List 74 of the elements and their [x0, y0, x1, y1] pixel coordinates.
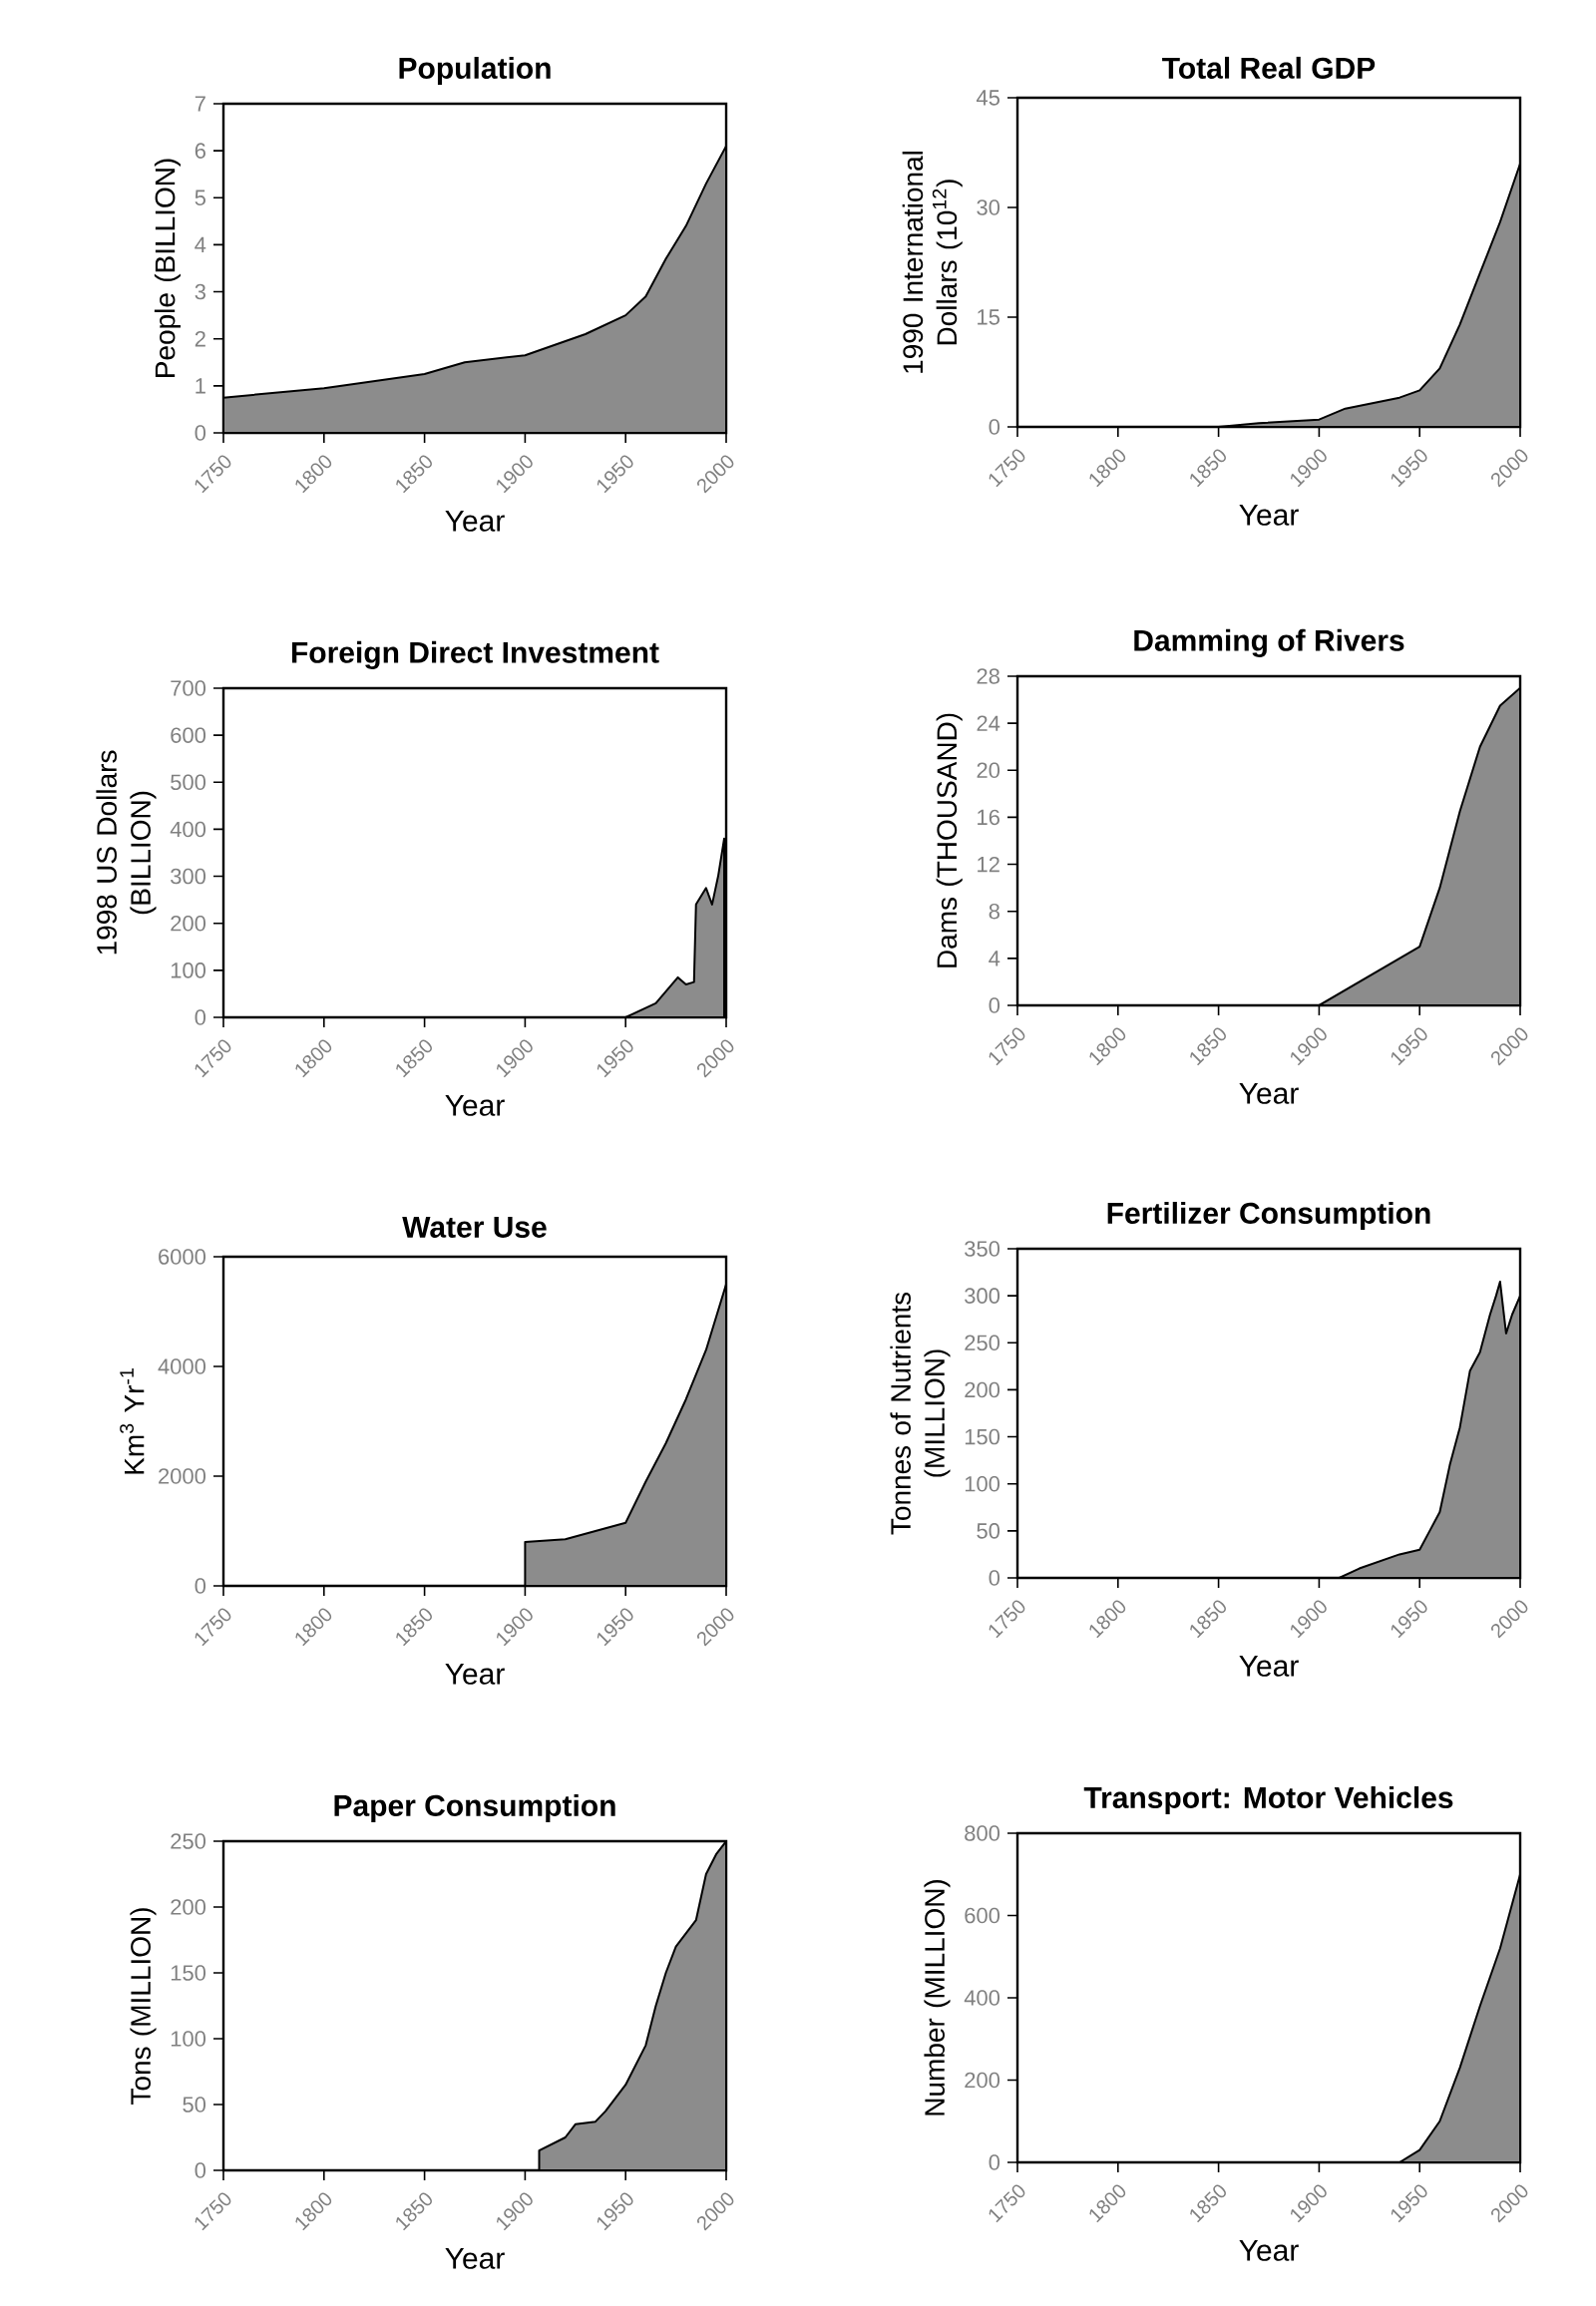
y-tick-label: 24 [977, 715, 1000, 731]
chart-title: Foreign Direct Investment [291, 640, 659, 669]
x-axis-title: Year [1239, 1082, 1299, 1104]
y-tick-label: 100 [171, 962, 206, 978]
y-tick-label: 0 [989, 2154, 1000, 2170]
y-tick-label: 4 [989, 951, 1000, 966]
x-axis-title: Year [445, 1663, 505, 1685]
y-tick-label: 0 [195, 1009, 206, 1025]
chart-title: Fertilizer Consumption [1107, 1201, 1430, 1230]
y-tick-label: 300 [965, 1288, 1000, 1304]
y-axis-title: Tonnes of Nutrients (MILLION) [890, 1292, 951, 1535]
y-tick-label: 250 [171, 1833, 206, 1849]
y-tick-label: 0 [989, 419, 1000, 435]
y-axis-title: Km$^{3}$ Yr$^{-1}$ [120, 1368, 145, 1474]
y-tick-label: 50 [183, 2097, 206, 2113]
chart-title: Water Use [402, 1217, 547, 1238]
y-tick-label: 30 [977, 199, 1000, 215]
y-tick-label: 8 [989, 903, 999, 920]
y-tick-label: 0 [989, 1570, 1000, 1586]
y-tick-label: 250 [965, 1335, 1000, 1351]
y-axis-title: Dams (THOUSAND) [936, 713, 963, 967]
y-tick-label: 15 [978, 309, 999, 325]
x-axis-title: Year [445, 2247, 505, 2269]
y-axis-title: People (BILLION) [154, 159, 181, 377]
chart-title: Paper Consumption [334, 1793, 615, 1822]
x-axis-title: Year [1239, 2239, 1299, 2261]
y-tick-label: 4 [195, 236, 206, 252]
y-tick-label: 2000 [159, 1468, 206, 1484]
chart-title: Transport: Motor Vehicles [1083, 1785, 1453, 1814]
y-tick-label: 200 [171, 1899, 206, 1915]
chart-title: Population [399, 56, 551, 85]
chart-title: Total Real GDP [1162, 56, 1376, 79]
y-tick-label: 45 [976, 90, 999, 106]
y-tick-label: 150 [171, 1965, 206, 1981]
y-tick-label: 200 [171, 915, 206, 932]
y-tick-label: 6000 [159, 1249, 206, 1265]
y-tick-label: 20 [977, 762, 1000, 779]
y-axis-title: 1998 US Dollars (BILLION) [96, 750, 157, 955]
y-tick-label: 2 [195, 331, 205, 347]
x-axis-title: Year [445, 510, 505, 532]
y-tick-label: 500 [171, 774, 206, 791]
y-tick-label: 0 [195, 1578, 206, 1594]
y-tick-label: 7 [195, 96, 205, 112]
y-tick-label: 50 [977, 1523, 1000, 1539]
y-tick-label: 600 [171, 727, 206, 743]
x-axis-title: Year [445, 1094, 505, 1116]
y-tick-label: 5 [195, 190, 205, 205]
y-tick-label: 0 [195, 2162, 206, 2178]
y-tick-label: 600 [965, 1907, 1000, 1924]
y-tick-label: 3 [195, 283, 205, 300]
y-axis-title: Tons (MILLION) [130, 1908, 157, 2105]
x-axis-title: Year [1239, 504, 1299, 526]
y-tick-label: 12 [978, 856, 999, 873]
y-tick-label: 28 [977, 668, 999, 684]
y-tick-label: 800 [965, 1825, 1000, 1841]
y-tick-label: 1 [196, 378, 205, 394]
y-tick-label: 100 [965, 1475, 1000, 1492]
y-tick-label: 700 [171, 680, 206, 696]
y-tick-label: 400 [964, 1990, 1000, 2006]
y-tick-label: 350 [965, 1241, 1000, 1257]
y-axis-title: Number (MILLION) [924, 1879, 951, 2115]
x-axis-title: Year [1239, 1655, 1299, 1677]
y-tick-label: 4000 [158, 1358, 206, 1374]
y-tick-label: 0 [195, 425, 206, 441]
y-tick-label: 400 [170, 821, 206, 838]
y-tick-label: 0 [989, 997, 1000, 1013]
y-tick-label: 300 [171, 868, 206, 885]
y-tick-label: 6 [195, 143, 205, 159]
y-tick-label: 200 [965, 2072, 1000, 2089]
y-tick-label: 100 [171, 2031, 206, 2047]
chart-title: Damming of Rivers [1134, 628, 1404, 657]
y-tick-label: 150 [965, 1428, 1000, 1445]
y-tick-label: 16 [978, 809, 999, 826]
y-tick-label: 200 [965, 1381, 1000, 1398]
